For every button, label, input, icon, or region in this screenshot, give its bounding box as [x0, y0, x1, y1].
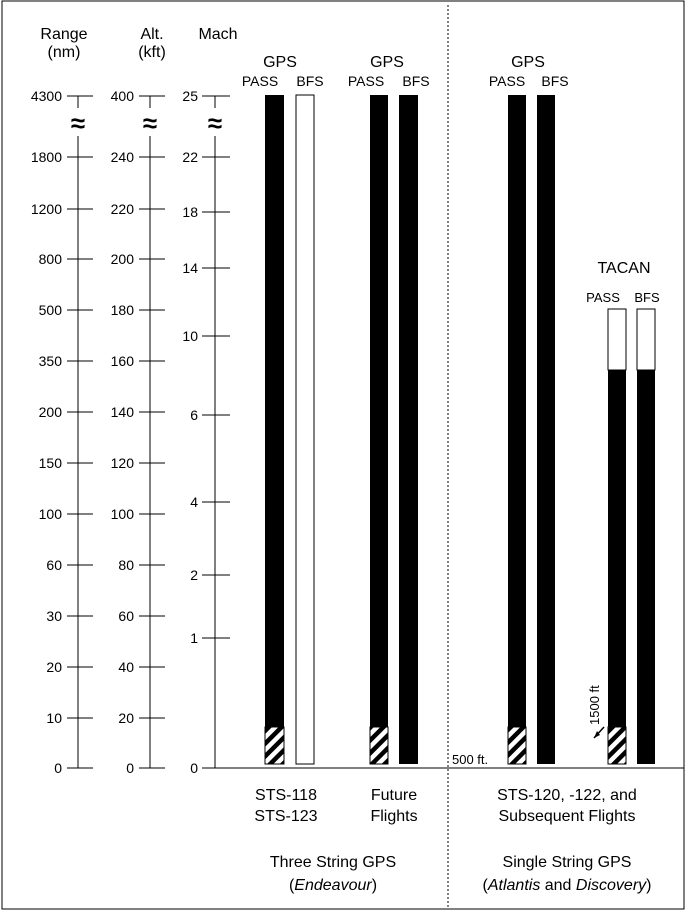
single-string-title: Single String GPS: [503, 854, 632, 871]
pass-label: PASS: [489, 73, 525, 89]
single-string-bfs-bar: [537, 95, 555, 764]
altitude-tick-label: 180: [111, 302, 135, 318]
mach-tick-label: 14: [182, 260, 198, 276]
column-label-single-string-line2: Subsequent Flights: [499, 808, 636, 825]
column-label-sts-118: STS-118: [255, 787, 317, 804]
future-flights-pass-bar: [369, 95, 389, 765]
mach-tick-label: 1: [190, 630, 198, 646]
bfs-label: BFS: [296, 73, 323, 89]
single-string-pass-bar: [507, 95, 527, 765]
mach-tick-label: 18: [182, 204, 198, 220]
altitude-ticks: [139, 95, 165, 769]
altitude-tick-label: 100: [111, 506, 135, 522]
range-tick-label: 800: [39, 251, 63, 267]
altitude-tick-labels: 400 240 220 200 180 160 140 120 100 80 6…: [111, 88, 135, 776]
tacan-bfs-bar: [636, 308, 656, 764]
altitude-tick-label: 0: [126, 760, 134, 776]
mach-ticks: [202, 95, 230, 769]
tacan-low-annotation: 1500 ft: [587, 685, 602, 725]
gps-label-three-string-2: GPS: [370, 54, 404, 71]
range-tick-label: 60: [46, 557, 62, 573]
mach-tick-label: 25: [182, 88, 198, 104]
altitude-tick-label: 60: [118, 608, 134, 624]
column-label-future: Future: [371, 787, 417, 804]
range-axis-break: ≈: [71, 108, 85, 138]
tacan-pass-bar: [607, 308, 627, 765]
single-string-subtitle: (Atlantis and Discovery): [483, 877, 652, 894]
range-tick-label: 1800: [31, 149, 62, 165]
range-tick-label: 200: [39, 404, 63, 420]
tacan-low-arrow-icon: [593, 726, 605, 739]
mach-tick-label: 6: [190, 407, 198, 423]
range-axis-unit: (nm): [48, 44, 81, 61]
bfs-label: BFS: [541, 73, 568, 89]
mach-tick-label: 4: [190, 494, 198, 510]
mach-tick-label: 2: [190, 567, 198, 583]
gps-label-three-string-1: GPS: [263, 54, 297, 71]
range-tick-label: 20: [46, 659, 62, 675]
range-tick-label: 4300: [31, 88, 62, 104]
altitude-tick-label: 120: [111, 455, 135, 471]
mach-axis-title: Mach: [198, 26, 237, 43]
range-tick-label: 30: [46, 608, 62, 624]
mach-axis-break: ≈: [208, 108, 222, 138]
pass-label: PASS: [348, 73, 384, 89]
three-string-title: Three String GPS: [270, 854, 396, 871]
range-tick-labels: 4300 1800 1200 800 500 350 200 150 100 6…: [31, 88, 62, 776]
altitude-tick-label: 140: [111, 404, 135, 420]
mach-tick-label: 10: [182, 328, 198, 344]
altitude-axis-title: Alt.: [140, 26, 163, 43]
bfs-label: BFS: [402, 73, 429, 89]
altitude-tick-label: 40: [118, 659, 134, 675]
three-string-subtitle: (Endeavour): [289, 877, 377, 894]
column-label-flights: Flights: [370, 808, 417, 825]
future-flights-bfs-bar: [399, 95, 418, 764]
range-tick-label: 350: [39, 353, 63, 369]
bfs-label: BFS: [634, 290, 660, 305]
altitude-tick-label: 200: [111, 251, 135, 267]
range-axis-title: Range: [40, 26, 87, 43]
altitude-tick-label: 240: [111, 149, 135, 165]
mach-tick-label: 0: [190, 760, 198, 776]
range-tick-label: 500: [39, 302, 63, 318]
range-ticks: [67, 95, 93, 769]
mach-tick-labels: 25 22 18 14 10 6 4 2 1 0: [182, 88, 198, 776]
pass-label: PASS: [242, 73, 278, 89]
altitude-tick-label: 160: [111, 353, 135, 369]
range-tick-label: 150: [39, 455, 63, 471]
altitude-tick-label: 400: [111, 88, 135, 104]
low-altitude-annotation: 500 ft.: [452, 752, 488, 767]
sts-118-bfs-bar: [295, 94, 315, 765]
range-tick-label: 0: [54, 760, 62, 776]
range-tick-label: 100: [39, 506, 63, 522]
altitude-axis-break: ≈: [143, 108, 157, 138]
tacan-label: TACAN: [597, 260, 650, 277]
altitude-tick-label: 20: [118, 710, 134, 726]
range-tick-label: 1200: [31, 201, 62, 217]
column-label-single-string-line1: STS-120, -122, and: [497, 787, 637, 804]
range-tick-label: 10: [46, 710, 62, 726]
column-label-sts-123: STS-123: [254, 808, 317, 825]
mach-tick-label: 22: [182, 149, 198, 165]
altitude-tick-label: 80: [118, 557, 134, 573]
gps-label-single-string: GPS: [511, 54, 545, 71]
sts-118-pass-bar: [264, 95, 285, 765]
altitude-tick-label: 220: [111, 201, 135, 217]
pass-label: PASS: [586, 290, 620, 305]
altitude-axis-unit: (kft): [138, 44, 166, 61]
